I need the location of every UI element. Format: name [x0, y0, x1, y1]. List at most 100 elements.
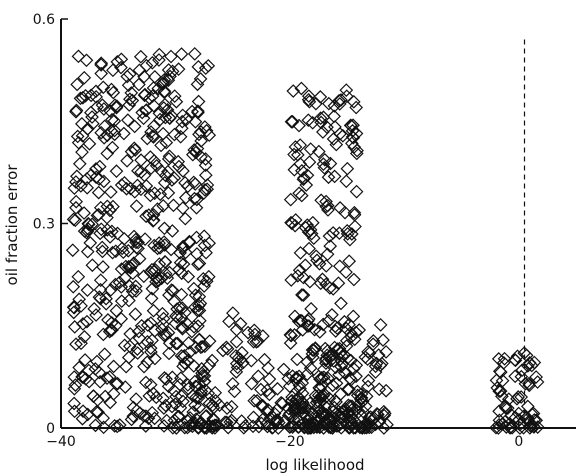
data-point — [373, 318, 388, 332]
data-point — [104, 82, 119, 97]
data-point — [80, 180, 95, 195]
tick-labels: 0 0.3 0.6 −40 −20 0 — [33, 12, 524, 450]
data-point — [183, 411, 197, 425]
data-point — [224, 399, 239, 414]
data-point — [66, 279, 81, 294]
data-point — [311, 144, 326, 159]
data-point — [216, 343, 230, 358]
data-point — [336, 128, 350, 143]
data-point — [158, 168, 173, 183]
data-point — [115, 241, 130, 256]
data-point — [268, 413, 283, 428]
data-point — [162, 346, 176, 361]
data-point — [346, 94, 361, 109]
data-point — [202, 396, 217, 411]
data-point — [169, 94, 184, 109]
data-point — [112, 275, 127, 290]
data-point — [107, 114, 122, 128]
data-point — [358, 418, 373, 432]
data-point — [94, 58, 108, 72]
data-point — [197, 279, 212, 293]
x-tick-label: −20 — [275, 434, 305, 450]
data-point — [143, 188, 158, 203]
data-point — [314, 389, 328, 404]
data-point — [162, 288, 176, 302]
data-point — [93, 282, 108, 297]
data-point — [157, 221, 172, 236]
data-point — [92, 365, 107, 380]
data-point — [334, 359, 348, 374]
data-point — [495, 373, 510, 388]
data-point — [93, 226, 107, 241]
data-point — [304, 301, 318, 316]
data-point — [131, 235, 145, 250]
data-point — [301, 92, 316, 107]
data-point — [194, 134, 208, 148]
data-point — [297, 171, 311, 185]
data-point — [191, 421, 206, 435]
data-point — [74, 336, 88, 351]
data-point — [123, 261, 138, 275]
x-axis-label: log likelihood — [265, 456, 364, 474]
data-point — [156, 76, 171, 91]
data-point — [197, 238, 212, 253]
data-point — [314, 379, 329, 393]
data-point — [489, 373, 504, 388]
data-point — [316, 362, 331, 377]
data-point — [319, 194, 333, 209]
data-point — [331, 418, 346, 433]
y-tick-label: 0 — [46, 421, 55, 437]
data-point — [529, 370, 543, 384]
data-point — [114, 52, 129, 67]
data-point — [523, 421, 537, 435]
data-point — [183, 345, 197, 359]
data-point — [349, 184, 364, 199]
data-point — [171, 417, 186, 432]
data-point — [143, 341, 158, 355]
data-point — [352, 323, 367, 337]
data-point — [98, 389, 113, 404]
data-point — [246, 419, 260, 434]
data-point — [65, 243, 80, 258]
data-point — [296, 172, 311, 187]
data-point — [283, 336, 298, 350]
data-point — [104, 315, 119, 330]
data-point — [132, 331, 147, 346]
data-point — [339, 83, 354, 97]
data-point — [161, 63, 176, 77]
data-point — [300, 218, 315, 232]
data-point — [500, 401, 515, 415]
data-point — [176, 164, 190, 178]
data-point — [69, 103, 84, 118]
data-point — [332, 341, 347, 356]
data-point — [294, 81, 309, 96]
data-point — [95, 240, 110, 255]
data-point — [117, 232, 132, 246]
data-point — [327, 169, 342, 184]
data-point — [149, 390, 164, 405]
data-point — [233, 316, 248, 331]
data-point — [300, 367, 315, 382]
data-point — [75, 145, 89, 159]
data-point — [329, 394, 343, 409]
data-point — [74, 117, 89, 131]
data-point — [496, 355, 511, 370]
data-point — [126, 409, 141, 424]
x-tick-label: 0 — [514, 434, 523, 450]
data-point — [130, 178, 145, 193]
data-point — [133, 49, 148, 64]
data-point — [80, 283, 95, 297]
data-point — [260, 419, 275, 434]
data-point — [332, 367, 346, 382]
data-point — [79, 225, 94, 240]
data-point — [192, 400, 207, 415]
data-point — [130, 403, 144, 418]
data-point — [114, 262, 129, 276]
data-point — [81, 222, 96, 237]
data-point — [316, 110, 331, 125]
data-point — [69, 194, 84, 209]
data-point — [174, 266, 189, 281]
data-point — [80, 121, 95, 136]
data-point — [146, 119, 161, 134]
data-point — [145, 89, 160, 103]
